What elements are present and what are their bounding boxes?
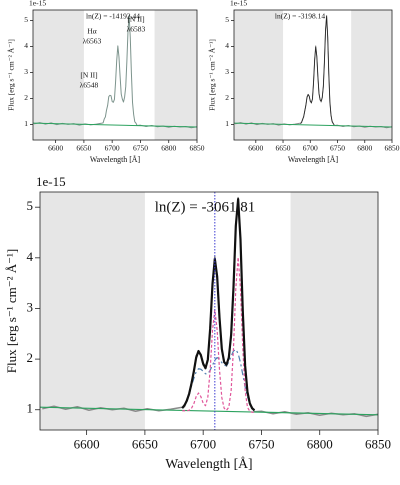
axes-frame [32,9,198,141]
axes-frame [233,9,393,141]
shaded-region [234,10,284,140]
x-tick-label: 6600 [248,144,263,153]
annotation: ln(Z) = -3061.81 [155,199,256,215]
spectrum-line [181,197,256,412]
spectrum-line [40,406,378,416]
y-axis-label: Flux [erg s⁻¹ cm⁻² Å⁻¹] [208,39,217,111]
y-tick-label: 4 [24,41,28,50]
spectrum-line [182,256,255,413]
x-tick-label: 6700 [303,144,318,153]
shaded-region [33,10,84,140]
y-offset-label: 1e-15 [29,0,46,8]
y-axis-label: Flux [erg s⁻¹ cm⁻² Å⁻¹] [4,249,19,373]
x-tick-label: 6700 [190,436,216,451]
y-tick-label: 5 [27,198,34,213]
y-tick-label: 4 [27,249,34,264]
spectrum-line [33,122,197,128]
y-tick-label: 2 [225,93,229,102]
annotation: [N II] [80,71,97,80]
y-tick-label: 5 [225,15,229,24]
y-tick-label: 3 [225,67,229,76]
x-tick-label: 6850 [190,144,205,153]
x-axis-label: Wavelength [Å] [90,155,141,164]
annotation: [N II] [127,15,144,24]
y-tick-label: 5 [24,15,28,24]
y-tick-label: 2 [27,350,34,365]
y-tick-label: 3 [27,299,34,314]
shaded-region [154,10,197,140]
x-tick-label: 6650 [132,436,158,451]
y-offset-label: 1e-15 [230,0,247,8]
shaded-region [351,10,392,140]
plot-area [33,10,197,140]
x-tick-label: 6800 [357,144,372,153]
annotation: Hα [87,27,96,36]
y-axis-label: Flux [erg s⁻¹ cm⁻² Å⁻¹] [7,39,16,111]
x-tick-label: 6800 [307,436,333,451]
x-tick-label: 6800 [161,144,176,153]
annotation: ln(Z) = -14192.44 [86,12,140,21]
y-tick-label: 1 [27,401,34,416]
y-tick-label: 2 [24,93,28,102]
spectrum-line [300,15,335,125]
annotation: λ6563 [83,37,102,46]
x-axis-label: Wavelength [Å] [165,456,252,471]
y-tick-label: 4 [225,41,229,50]
annotation: ln(Z) = -3198.14 [275,12,326,21]
x-tick-label: 6700 [105,144,120,153]
axes-frame [39,191,379,431]
spectrum-line [234,122,392,128]
x-tick-label: 6750 [133,144,148,153]
x-tick-label: 6750 [248,436,274,451]
x-tick-label: 6850 [365,436,391,451]
x-tick-label: 6750 [330,144,345,153]
y-tick-label: 1 [24,119,28,128]
x-tick-label: 6600 [74,436,100,451]
plot-area [40,192,378,430]
shaded-region [40,192,145,430]
x-axis-label: Wavelength [Å] [288,155,339,164]
x-tick-label: 6650 [76,144,91,153]
shaded-region [290,192,378,430]
x-tick-label: 6650 [276,144,291,153]
x-tick-label: 6600 [48,144,63,153]
y-tick-label: 1 [225,119,229,128]
annotation: λ6548 [80,81,99,90]
x-tick-label: 6850 [385,144,400,153]
plot-area [234,10,392,140]
annotation: λ6583 [127,25,146,34]
y-tick-label: 3 [24,67,28,76]
y-offset-label: 1e-15 [36,174,66,189]
